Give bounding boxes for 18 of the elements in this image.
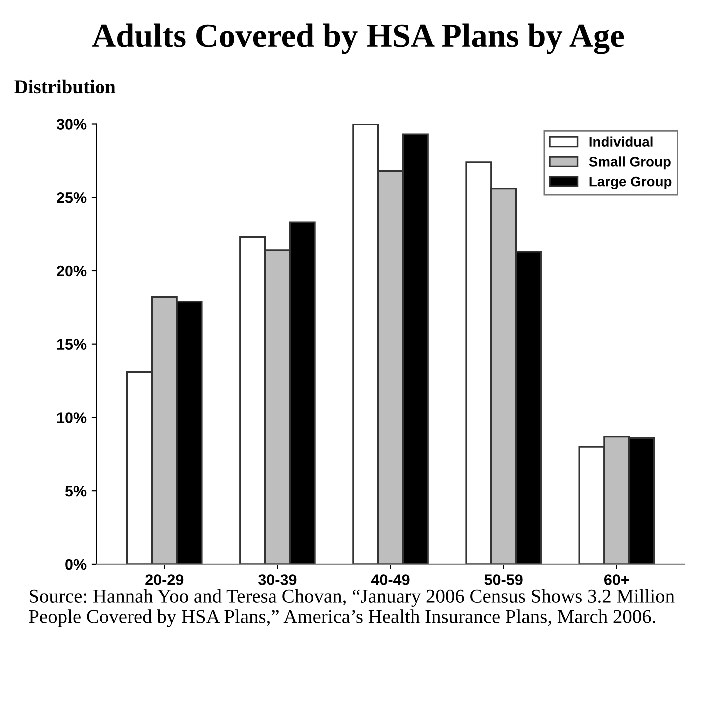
y-tick-label: 5% [65,486,87,497]
legend-label: Small Group [589,156,671,170]
source-note: Source: Hannah Yoo and Teresa Chovan, “January 2006 Census Shows 3.2 Million People Covered by HSA Plans,” America’s Health Insurance Plans, March 2006. [29,589,675,628]
y-tick-label: 15% [57,339,87,350]
y-tick-label: 25% [57,192,87,204]
x-tick-label: 20-29 [146,574,184,586]
y-tick-label: 30% [56,119,87,130]
x-tick-label: 40-49 [371,574,410,586]
y-tick-label: 20% [57,266,87,277]
legend-label: Large Group [590,176,672,190]
x-tick-label: 60+ [604,574,630,586]
y-axis-title: Distribution [14,80,116,94]
y-tick-label: 10% [57,412,87,424]
x-tick-label: 50-59 [484,574,523,586]
legend-label: Individual [590,136,653,147]
chart-title: Adults Covered by HSA Plans by Age [92,24,624,54]
x-tick-label: 30-39 [258,574,297,586]
y-tick-label: 0% [66,559,87,570]
